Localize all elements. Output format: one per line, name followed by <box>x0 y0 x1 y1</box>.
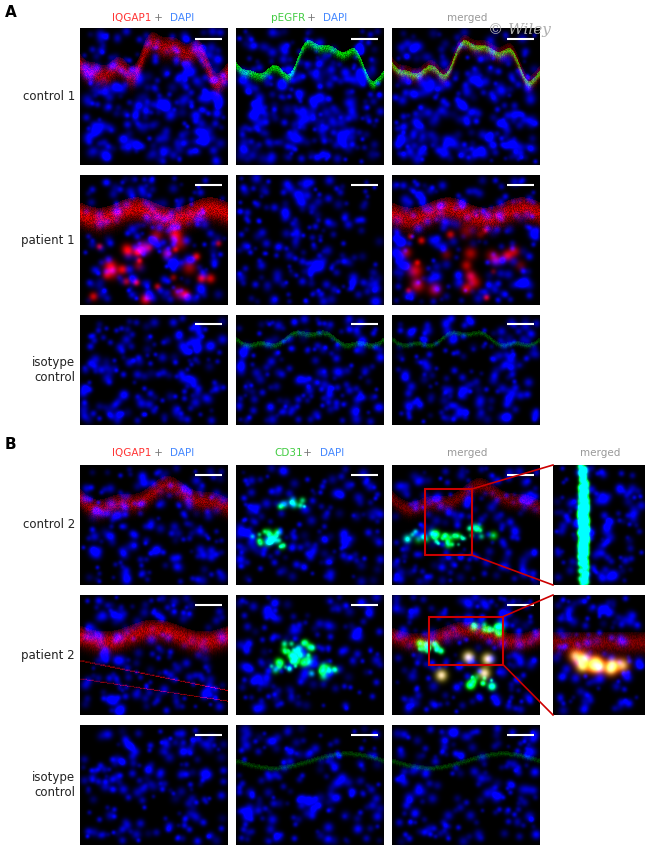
Text: patient 2: patient 2 <box>21 649 75 662</box>
Text: merged: merged <box>580 448 620 458</box>
Text: DAPI: DAPI <box>170 448 194 458</box>
Text: DAPI: DAPI <box>320 448 344 458</box>
Text: DAPI: DAPI <box>170 13 194 23</box>
Bar <box>424 489 472 555</box>
Text: +: + <box>300 448 315 458</box>
Text: pEGFR: pEGFR <box>271 13 306 23</box>
Text: IQGAP1: IQGAP1 <box>112 13 151 23</box>
Text: +: + <box>151 13 166 23</box>
Text: isotype
control: isotype control <box>32 356 75 384</box>
Text: +: + <box>304 13 318 23</box>
Text: DAPI: DAPI <box>323 13 347 23</box>
Text: merged: merged <box>447 13 487 23</box>
Text: control 1: control 1 <box>23 89 75 102</box>
Text: © Wiley: © Wiley <box>488 23 551 37</box>
Text: patient 1: patient 1 <box>21 233 75 246</box>
Text: merged: merged <box>447 448 487 458</box>
Text: B: B <box>5 437 17 452</box>
Text: IQGAP1: IQGAP1 <box>112 448 151 458</box>
Text: isotype
control: isotype control <box>32 771 75 799</box>
Text: CD31: CD31 <box>274 448 303 458</box>
Text: +: + <box>151 448 166 458</box>
Text: A: A <box>5 5 17 20</box>
Text: control 2: control 2 <box>23 518 75 531</box>
Bar <box>429 617 503 665</box>
